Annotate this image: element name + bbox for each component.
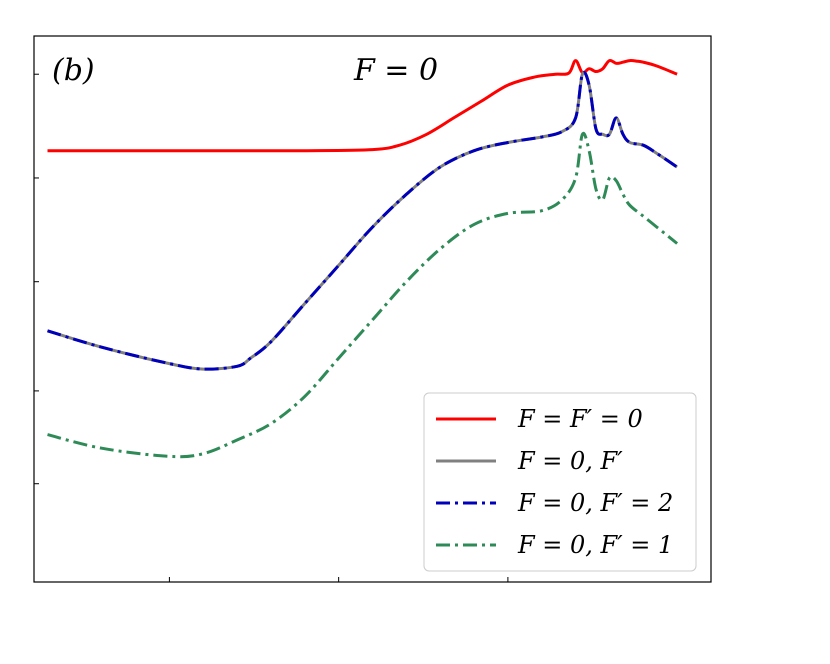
legend-label-0: F = F′ = 0 xyxy=(517,405,643,433)
panel-label: (b) xyxy=(52,53,95,88)
legend: F = F′ = 0 F = 0, F′ F = 0, F′ = 2 F = 0, F… xyxy=(423,392,697,572)
chart-title: F = 0 xyxy=(353,53,438,88)
legend-box xyxy=(423,392,697,572)
series-line-3 xyxy=(47,131,679,459)
legend-label-2: F = 0, F′ = 2 xyxy=(517,489,673,517)
ticks-layer xyxy=(34,73,509,582)
legend-label-3: F = 0, F′ = 1 xyxy=(517,531,673,559)
series-line-2 xyxy=(47,70,678,371)
series-line-1 xyxy=(47,70,678,371)
plot-frame xyxy=(33,35,712,583)
series-line-0 xyxy=(47,58,678,153)
series-layer xyxy=(47,58,679,459)
legend-label-1: F = 0, F′ xyxy=(517,447,623,475)
